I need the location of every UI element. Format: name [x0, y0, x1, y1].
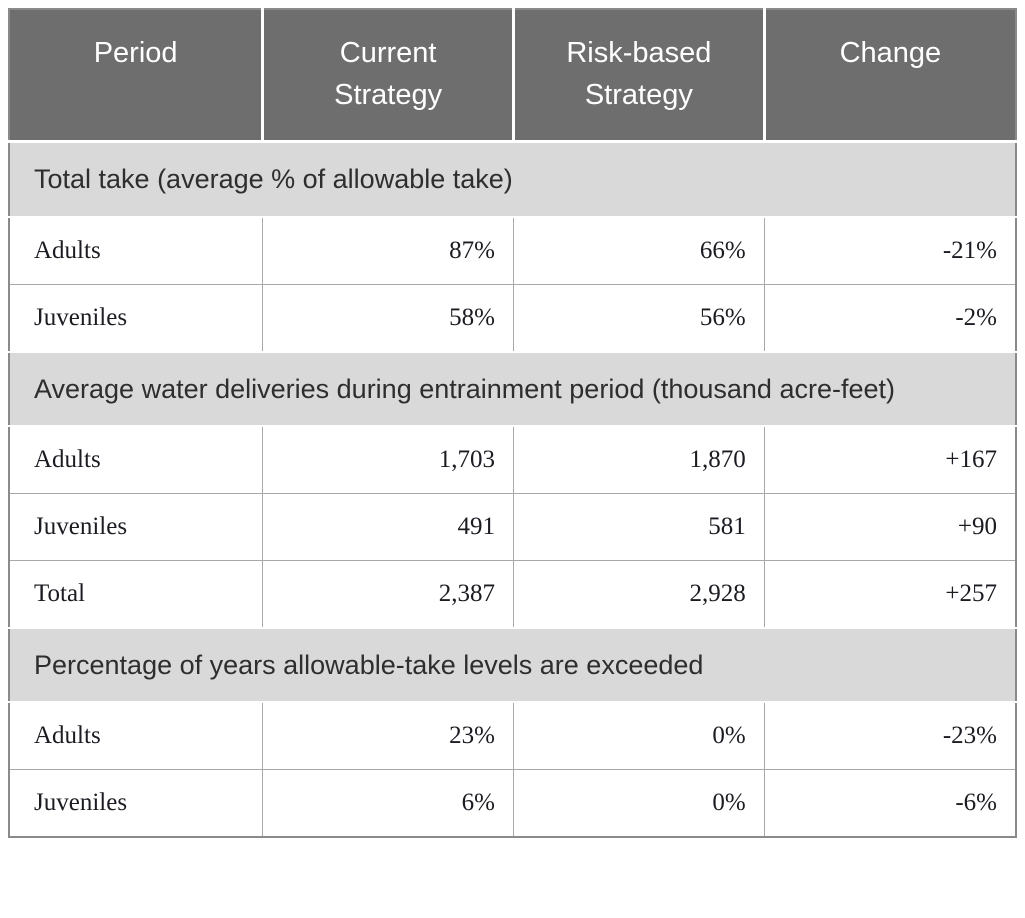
value-change: -23%: [763, 701, 1017, 771]
column-header-period: Period: [9, 9, 263, 144]
table-row: Adults 23% 0% -23%: [8, 701, 1017, 771]
value-risk: 56%: [512, 283, 765, 353]
table-row: Adults 87% 66% -21%: [8, 216, 1017, 285]
value-risk: 1,870: [512, 425, 765, 494]
value-current: 1,703: [262, 425, 514, 494]
value-risk: 0%: [512, 769, 765, 838]
section-title-exceedance: Percentage of years allowable-take level…: [9, 626, 1016, 704]
value-risk: 0%: [512, 701, 765, 771]
value-change: -6%: [763, 769, 1017, 838]
row-label: Adults: [8, 216, 264, 285]
section-title-total-take: Total take (average % of allowable take): [9, 140, 1016, 218]
value-risk: 581: [512, 492, 765, 561]
table-header-row: Period Current Strategy Risk-based Strat…: [9, 9, 1016, 144]
section-header-row: Percentage of years allowable-take level…: [9, 626, 1016, 704]
table-row: Juveniles 491 581 +90: [8, 492, 1017, 561]
value-change: +257: [763, 559, 1017, 629]
row-label: Juveniles: [8, 283, 264, 353]
table-row: Adults 1,703 1,870 +167: [8, 425, 1017, 494]
column-header-change: Change: [762, 9, 1016, 144]
column-header-risk: Risk-based Strategy: [511, 9, 765, 144]
row-label: Juveniles: [8, 769, 264, 838]
row-label: Adults: [8, 701, 264, 771]
value-current: 58%: [262, 283, 514, 353]
value-current: 6%: [262, 769, 514, 838]
value-risk: 66%: [512, 216, 765, 285]
strategy-comparison-table: Period Current Strategy Risk-based Strat…: [8, 8, 1017, 839]
value-change: +90: [763, 492, 1017, 561]
row-label: Total: [8, 559, 264, 629]
column-header-current: Current Strategy: [261, 9, 514, 144]
section-title-water-deliveries: Average water deliveries during entrainm…: [9, 350, 1016, 427]
value-change: -2%: [763, 283, 1017, 353]
value-current: 2,387: [262, 559, 514, 629]
value-current: 87%: [262, 216, 514, 285]
row-label: Adults: [8, 425, 264, 494]
value-change: -21%: [763, 216, 1017, 285]
row-label: Juveniles: [8, 492, 264, 561]
value-current: 491: [262, 492, 514, 561]
section-header-row: Average water deliveries during entrainm…: [9, 350, 1016, 427]
value-risk: 2,928: [512, 559, 765, 629]
table-row: Juveniles 58% 56% -2%: [8, 283, 1017, 353]
value-current: 23%: [262, 701, 514, 771]
table-row: Total 2,387 2,928 +257: [8, 559, 1017, 629]
table-row: Juveniles 6% 0% -6%: [8, 769, 1017, 838]
section-header-row: Total take (average % of allowable take): [9, 140, 1016, 218]
table-container: Period Current Strategy Risk-based Strat…: [8, 8, 1017, 839]
value-change: +167: [763, 425, 1017, 494]
